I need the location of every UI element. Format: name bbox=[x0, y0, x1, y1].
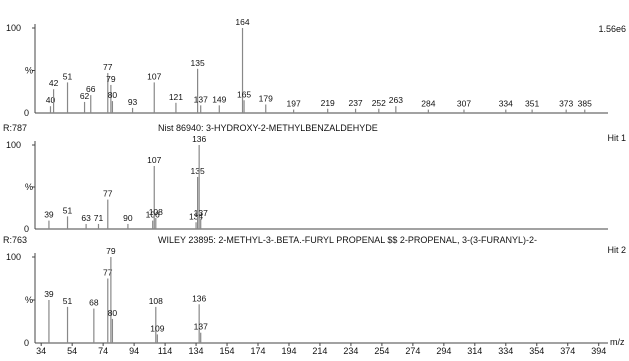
y-top-label: 100 bbox=[6, 23, 21, 33]
peak-label: 77 bbox=[103, 62, 113, 72]
peak-label: 135 bbox=[191, 166, 205, 176]
peak-label: 107 bbox=[147, 71, 161, 81]
x-tick-label: 374 bbox=[560, 346, 575, 356]
x-axis-label: m/z bbox=[610, 337, 625, 347]
panel-title: Nist 86940: 3-HYDROXY-2-METHYLBENZALDEHY… bbox=[158, 123, 378, 133]
peak-label: 108 bbox=[149, 207, 163, 217]
panel-ref-label: R:787 bbox=[3, 123, 27, 133]
peak-label: 284 bbox=[421, 99, 435, 109]
peak-label: 39 bbox=[44, 289, 54, 299]
peak-label: 121 bbox=[169, 92, 183, 102]
x-tick-label: 314 bbox=[467, 346, 482, 356]
y-zero-label: 0 bbox=[24, 108, 29, 118]
peak-label: 136 bbox=[192, 134, 206, 144]
peak-label: 307 bbox=[457, 99, 471, 109]
peak-label: 79 bbox=[106, 246, 116, 256]
peak-label: 63 bbox=[81, 213, 91, 223]
peak-label: 351 bbox=[525, 99, 539, 109]
x-tick-label: 254 bbox=[374, 346, 389, 356]
peak-label: 136 bbox=[192, 293, 206, 303]
peak-label: 219 bbox=[321, 98, 335, 108]
x-tick-label: 134 bbox=[189, 346, 204, 356]
x-tick-label: 354 bbox=[529, 346, 544, 356]
y-mid-label: % bbox=[25, 295, 33, 305]
x-tick-label: 194 bbox=[281, 346, 296, 356]
x-tick-label: 394 bbox=[591, 346, 606, 356]
y-top-label: 100 bbox=[6, 252, 21, 262]
peak-label: 77 bbox=[103, 268, 113, 278]
peak-label: 90 bbox=[123, 213, 133, 223]
peak-label: 108 bbox=[149, 296, 163, 306]
peak-label: 107 bbox=[147, 155, 161, 165]
x-tick-label: 74 bbox=[98, 346, 108, 356]
panel-right-label: Hit 1 bbox=[607, 133, 626, 143]
peak-label: 80 bbox=[108, 90, 118, 100]
peak-label: 71 bbox=[94, 213, 104, 223]
peak-label: 51 bbox=[63, 296, 73, 306]
panel-right-label: 1.56e6 bbox=[598, 24, 626, 34]
peak-label: 39 bbox=[44, 210, 54, 220]
x-tick-label: 294 bbox=[436, 346, 451, 356]
x-tick-label: 154 bbox=[220, 346, 235, 356]
x-tick-label: 234 bbox=[343, 346, 358, 356]
panel-right-label: Hit 2 bbox=[607, 245, 626, 255]
peak-label: 77 bbox=[103, 189, 113, 199]
peak-label: 165 bbox=[237, 89, 251, 99]
peak-label: 93 bbox=[128, 97, 138, 107]
x-tick-label: 54 bbox=[67, 346, 77, 356]
peak-label: 237 bbox=[348, 98, 362, 108]
peak-label: 385 bbox=[578, 99, 592, 109]
peak-label: 137 bbox=[194, 208, 208, 218]
x-tick-label: 174 bbox=[250, 346, 265, 356]
peak-label: 68 bbox=[89, 298, 99, 308]
y-zero-label: 0 bbox=[24, 338, 29, 348]
panel-title: WILEY 23895: 2-METHYL-3-.BETA.-FURYL PRO… bbox=[158, 235, 537, 245]
peak-label: 51 bbox=[63, 205, 73, 215]
x-tick-label: 214 bbox=[312, 346, 327, 356]
peak-label: 66 bbox=[86, 84, 96, 94]
panel-ref-label: R:763 bbox=[3, 235, 27, 245]
peak-label: 334 bbox=[499, 99, 513, 109]
x-tick-label: 94 bbox=[129, 346, 139, 356]
y-mid-label: % bbox=[25, 66, 33, 76]
peak-label: 51 bbox=[63, 71, 73, 81]
peak-label: 373 bbox=[559, 99, 573, 109]
x-tick-label: 114 bbox=[158, 346, 172, 356]
peak-label: 137 bbox=[194, 94, 208, 104]
peak-label: 42 bbox=[49, 78, 59, 88]
y-top-label: 100 bbox=[6, 140, 21, 150]
peak-label: 62 bbox=[80, 91, 90, 101]
y-mid-label: % bbox=[25, 182, 33, 192]
x-tick-label: 34 bbox=[36, 346, 46, 356]
y-zero-label: 0 bbox=[24, 224, 29, 234]
peak-label: 80 bbox=[108, 308, 118, 318]
peak-label: 79 bbox=[106, 74, 116, 84]
peak-label: 135 bbox=[191, 58, 205, 68]
peak-label: 134 bbox=[189, 211, 203, 221]
peak-label: 40 bbox=[46, 95, 56, 105]
peak-label: 197 bbox=[287, 99, 301, 109]
peak-label: 252 bbox=[372, 98, 386, 108]
peak-label: 106 bbox=[146, 210, 160, 220]
peak-label: 149 bbox=[212, 94, 226, 104]
x-tick-label: 334 bbox=[498, 346, 513, 356]
peak-label: 164 bbox=[235, 17, 249, 27]
peak-label: 109 bbox=[150, 323, 164, 333]
peak-label: 179 bbox=[259, 94, 273, 104]
peak-label: 137 bbox=[194, 322, 208, 332]
peak-label: 263 bbox=[389, 95, 403, 105]
x-tick-label: 274 bbox=[405, 346, 420, 356]
